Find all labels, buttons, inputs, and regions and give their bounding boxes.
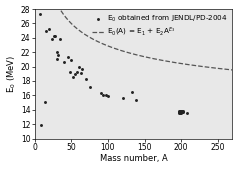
E$_0$ obtained from JENDL/PD-2004	[178, 111, 182, 113]
E$_0$ obtained from JENDL/PD-2004	[45, 30, 48, 33]
E$_0$ obtained from JENDL/PD-2004	[66, 56, 69, 59]
E$_0$ obtained from JENDL/PD-2004	[134, 98, 138, 101]
E$_0$ obtained from JENDL/PD-2004	[104, 94, 108, 97]
E$_0$ obtained from JENDL/PD-2004	[177, 111, 181, 113]
E$_0$ obtained from JENDL/PD-2004	[47, 28, 51, 31]
E$_0$ obtained from JENDL/PD-2004	[101, 94, 105, 97]
E$_0$ obtained from JENDL/PD-2004	[39, 124, 43, 126]
E$_0$ obtained from JENDL/PD-2004	[178, 111, 182, 114]
E$_0$ obtained from JENDL/PD-2004	[130, 90, 134, 93]
E$_0$ obtained from JENDL/PD-2004	[178, 111, 182, 113]
E$_0$ obtained from JENDL/PD-2004	[99, 92, 103, 94]
E$_0$ obtained from JENDL/PD-2004	[77, 66, 80, 69]
E$_0$ obtained from JENDL/PD-2004	[180, 110, 184, 113]
E$_0$ obtained from JENDL/PD-2004	[80, 67, 84, 70]
E$_0$ obtained from JENDL/PD-2004	[58, 37, 62, 40]
E$_0$ obtained from JENDL/PD-2004	[181, 111, 185, 113]
E$_0$ obtained from JENDL/PD-2004	[55, 57, 59, 60]
E$_0$ obtained from JENDL/PD-2004	[71, 76, 75, 79]
E$_0$(A) = E$_1$ + E$_2$A$^{E_3}$	[154, 58, 157, 60]
E$_0$ obtained from JENDL/PD-2004	[88, 86, 91, 89]
E$_0$ obtained from JENDL/PD-2004	[185, 111, 189, 114]
E$_0$ obtained from JENDL/PD-2004	[73, 73, 77, 75]
E$_0$ obtained from JENDL/PD-2004	[179, 111, 183, 114]
E$_0$ obtained from JENDL/PD-2004	[179, 110, 183, 113]
E$_0$ obtained from JENDL/PD-2004	[53, 35, 56, 38]
E$_0$ obtained from JENDL/PD-2004	[180, 111, 184, 113]
E$_0$ obtained from JENDL/PD-2004	[43, 101, 47, 103]
Legend: E$_0$ obtained from JENDL/PD-2004, E$_0$(A) = E$_1$ + E$_2$A$^{E_3}$: E$_0$ obtained from JENDL/PD-2004, E$_0$…	[90, 13, 229, 40]
E$_0$ obtained from JENDL/PD-2004	[177, 111, 181, 114]
X-axis label: Mass number, A: Mass number, A	[100, 154, 167, 163]
E$_0$ obtained from JENDL/PD-2004	[181, 110, 184, 113]
E$_0$ obtained from JENDL/PD-2004	[38, 13, 42, 15]
E$_0$ obtained from JENDL/PD-2004	[177, 110, 181, 113]
E$_0$ obtained from JENDL/PD-2004	[56, 54, 60, 56]
E$_0$ obtained from JENDL/PD-2004	[53, 34, 57, 37]
E$_0$ obtained from JENDL/PD-2004	[62, 60, 66, 63]
Y-axis label: E$_0$ (MeV): E$_0$ (MeV)	[5, 55, 18, 93]
E$_0$ obtained from JENDL/PD-2004	[69, 59, 73, 62]
E$_0$ obtained from JENDL/PD-2004	[50, 38, 54, 41]
E$_0$(A) = E$_1$ + E$_2$A$^{E_3}$	[160, 59, 163, 61]
E$_0$ obtained from JENDL/PD-2004	[68, 71, 72, 74]
E$_0$(A) = E$_1$ + E$_2$A$^{E_3}$	[149, 57, 152, 59]
E$_0$ obtained from JENDL/PD-2004	[55, 51, 59, 54]
E$_0$ obtained from JENDL/PD-2004	[106, 95, 110, 97]
E$_0$ obtained from JENDL/PD-2004	[79, 72, 83, 74]
E$_0$ obtained from JENDL/PD-2004	[178, 110, 182, 113]
E$_0$ obtained from JENDL/PD-2004	[121, 97, 124, 100]
E$_0$ obtained from JENDL/PD-2004	[84, 77, 88, 80]
E$_0$(A) = E$_1$ + E$_2$A$^{E_3}$	[204, 66, 207, 68]
E$_0$(A) = E$_1$ + E$_2$A$^{E_3}$	[231, 69, 234, 71]
E$_0$ obtained from JENDL/PD-2004	[75, 71, 79, 74]
Line: E$_0$(A) = E$_1$ + E$_2$A$^{E_3}$: E$_0$(A) = E$_1$ + E$_2$A$^{E_3}$	[36, 0, 233, 70]
E$_0$(A) = E$_1$ + E$_2$A$^{E_3}$	[183, 63, 186, 65]
